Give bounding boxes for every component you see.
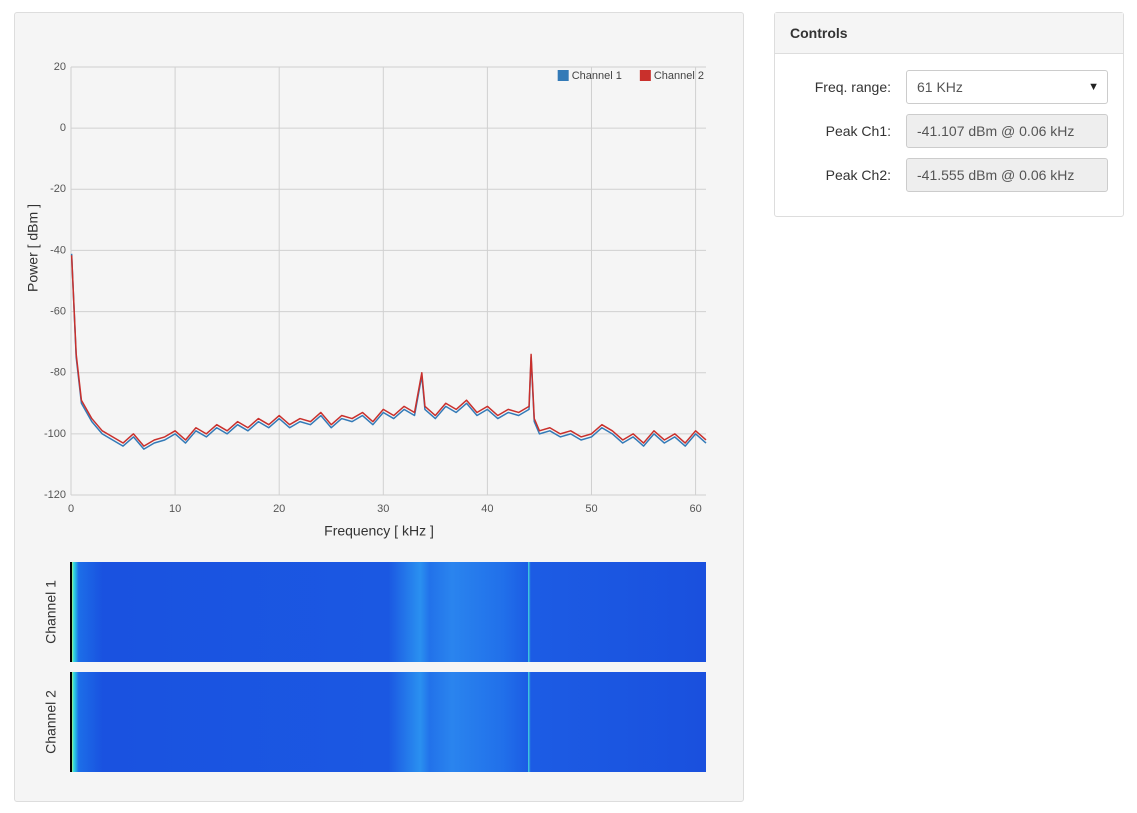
x-tick-label: 30: [377, 503, 389, 515]
legend-swatch: [557, 70, 569, 81]
panel-title: Controls: [775, 13, 1123, 54]
form-row: Freq. range: 61 KHz ▼: [775, 70, 1123, 104]
y-tick-label: -20: [50, 183, 66, 195]
y-tick-label: -100: [44, 428, 66, 440]
series-line: [70, 253, 707, 450]
series-line: [70, 255, 707, 447]
legend-label: Channel 1: [572, 70, 622, 82]
field-label: Peak Ch1:: [825, 123, 891, 139]
chart-panel: Channel 1 Channel 2 Frequency [ kHz ] Po…: [14, 12, 744, 802]
y-tick-label: -60: [50, 305, 66, 317]
x-tick-label: 50: [585, 503, 597, 515]
select[interactable]: 61 KHz ▼: [906, 70, 1108, 104]
legend-swatch: [639, 70, 651, 81]
field-label: Freq. range:: [814, 79, 891, 95]
waterfall-image: [71, 562, 706, 662]
y-tick-label: 20: [54, 61, 66, 73]
select-value: 61 KHz: [917, 79, 963, 95]
x-tick-label: 10: [169, 503, 181, 515]
select-arrow: ▼: [1088, 81, 1099, 93]
waterfall-image: [71, 672, 706, 772]
y-axis-label: Power [ dBm ]: [25, 204, 41, 292]
x-tick-label: 40: [481, 503, 493, 515]
x-tick-label: 0: [68, 503, 74, 515]
legend-label: Channel 2: [654, 70, 704, 82]
x-tick-label: 20: [273, 503, 285, 515]
controls-panel: Controls Freq. range: 61 KHz ▼ Peak Ch1: …: [774, 12, 1124, 217]
waterfall-label: Channel 1: [43, 580, 59, 644]
x-tick-label: 60: [689, 503, 701, 515]
form-row: Peak Ch2: -41.555 dBm @ 0.06 kHz: [775, 158, 1123, 192]
y-tick-label: -40: [50, 244, 66, 256]
plot-area: [71, 67, 706, 495]
readonly-input: -41.107 dBm @ 0.06 kHz: [906, 114, 1108, 148]
chart: Channel 1 Channel 2 Frequency [ kHz ] Po…: [25, 61, 707, 772]
field-label: Peak Ch2:: [825, 167, 891, 183]
y-tick-label: -80: [50, 367, 66, 379]
y-tick-label: 0: [60, 122, 66, 134]
x-axis-label: Frequency [ kHz ]: [324, 523, 434, 539]
waterfall-label: Channel 2: [43, 690, 59, 754]
y-tick-label: -120: [44, 489, 66, 501]
readonly-input: -41.555 dBm @ 0.06 kHz: [906, 158, 1108, 192]
form-row: Peak Ch1: -41.107 dBm @ 0.06 kHz: [775, 114, 1123, 148]
